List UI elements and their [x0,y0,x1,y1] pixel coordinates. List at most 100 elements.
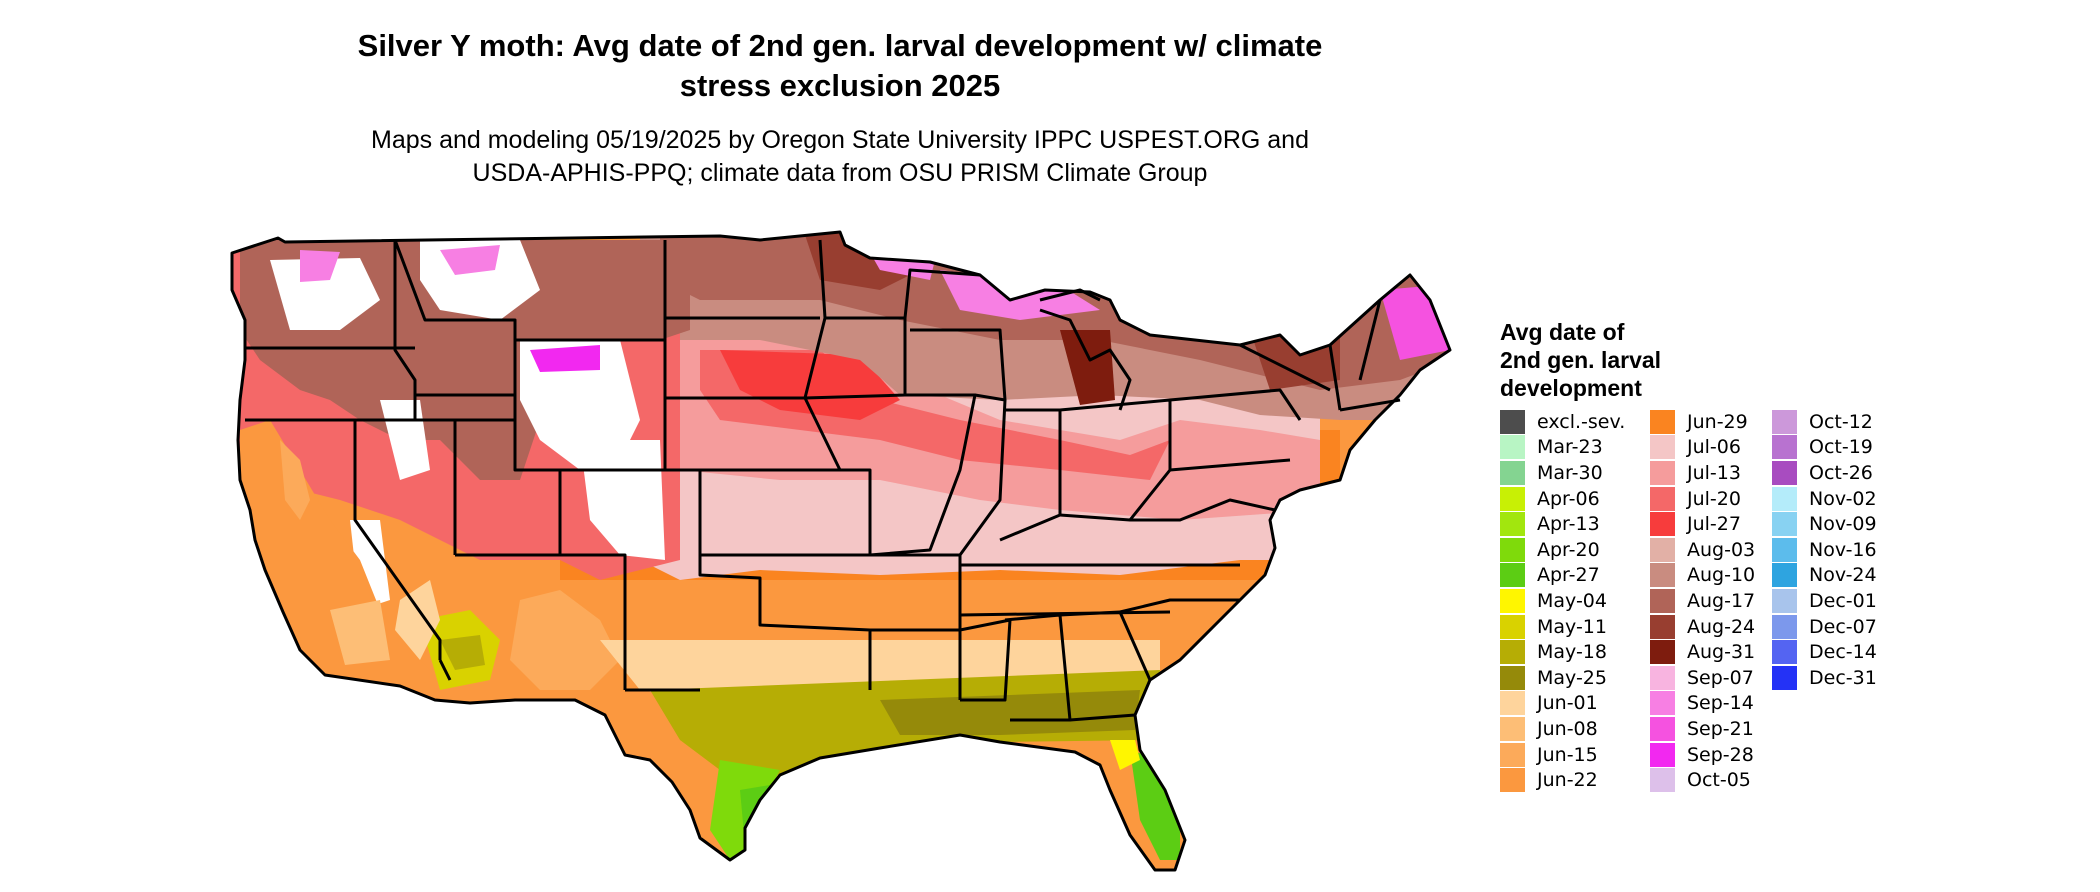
map-subtitle-line-2: USDA-APHIS-PPQ; climate data from OSU PR… [472,159,1208,187]
border-ut [415,418,562,555]
region-az-may-18 [440,635,485,670]
conus-map [230,230,1452,872]
region-pink-cascades [300,250,340,282]
legend-label: Nov-24 [1809,564,1877,587]
legend-label: Jun-08 [1537,717,1598,740]
legend-item: May-04 [1500,588,1650,614]
region-pink-wyoming [530,345,600,372]
legend-item: Nov-09 [1772,511,1932,537]
legend-label: May-25 [1537,666,1607,689]
legend-label: Aug-03 [1687,538,1756,561]
region-excluded-washington [270,258,380,330]
legend-item: Jul-06 [1650,435,1772,461]
border-pa [1169,388,1302,421]
legend-item: Dec-01 [1772,588,1932,614]
legend-swatch [1500,614,1525,639]
legend-item: Jul-27 [1650,511,1772,537]
legend-label: May-04 [1537,589,1607,612]
border-mi [1039,308,1132,411]
border-az-ca [438,659,452,681]
legend-label: Aug-10 [1687,564,1756,587]
legend-swatch [1650,486,1675,511]
legend-label: Sep-21 [1687,717,1754,740]
legend-label: Aug-17 [1687,589,1756,612]
border-ok-tx [698,555,872,690]
legend-title-line-1: Avg date of [1500,319,1625,345]
legend-item: Dec-14 [1772,639,1932,665]
map-title-line-2: stress exclusion 2025 [679,68,1001,103]
legend-label: Jun-15 [1537,743,1598,766]
development-date-raster [232,232,1450,870]
legend-item: Sep-21 [1650,716,1772,742]
legend-item: Jun-22 [1500,767,1650,793]
border-ga-fl [1069,713,1136,722]
legend-label: May-18 [1537,641,1607,664]
legend-label: excl.-sev. [1537,410,1626,433]
border-wi [910,328,1007,401]
border-ma [1339,398,1401,412]
border-vt-nh [1328,344,1342,411]
legend-item: Oct-26 [1772,460,1932,486]
legend-label: Jul-27 [1687,513,1741,536]
legend-column-2: Jun-29 Jul-06 Jul-13 Jul-20 Jul-27 Aug-03 Aug-… [1650,409,1772,793]
legend-title-line-2: 2nd gen. larval [1500,347,1662,373]
legend-swatch [1500,512,1525,537]
border-ia-mo [869,393,977,557]
border-nc-sc [1119,598,1240,614]
legend-swatch [1772,512,1797,537]
legend-item: Aug-24 [1650,614,1772,640]
region-florida-may-04 [1110,740,1140,770]
legend-item: Nov-02 [1772,486,1932,512]
legend-item: Aug-10 [1650,563,1772,589]
legend-item: Aug-31 [1650,639,1772,665]
border-ny [1239,343,1331,392]
border-ms [959,618,1012,702]
legend-swatch [1500,742,1525,767]
legend-label: Sep-14 [1687,692,1754,715]
legend-swatch [1772,665,1797,690]
legend-swatch [1500,588,1525,613]
legend-swatch [1500,716,1525,741]
region-aug-31-michigan [1060,330,1115,405]
border-wi-west [903,268,981,319]
border-wv-va [1130,498,1276,522]
region-central-valley [280,440,310,520]
legend-item: Jun-08 [1500,716,1650,742]
legend-label: Dec-07 [1809,615,1877,638]
map-title-line-1: Silver Y moth: Avg date of 2nd gen. larv… [357,28,1323,63]
legend-item: Jun-15 [1500,742,1650,768]
border-ne-mo [803,397,872,555]
legend-item: Oct-12 [1772,409,1932,435]
region-socal-jun-08 [330,600,390,665]
legend-label: Oct-05 [1687,769,1751,792]
legend-item: Apr-13 [1500,511,1650,537]
border-tn-south [959,610,1171,617]
border-nh-me [1358,299,1382,381]
legend-swatch [1772,640,1797,665]
legend-swatch [1500,563,1525,588]
legend-item: Mar-30 [1500,460,1650,486]
legend-item: excl.-sev. [1500,409,1650,435]
border-pa-md [1169,458,1291,472]
legend-item: Mar-23 [1500,435,1650,461]
legend-item: Oct-19 [1772,435,1932,461]
legend-swatch [1772,409,1797,434]
legend-swatch [1650,768,1675,793]
legend-title-line-3: development [1500,375,1642,401]
legend-label: Nov-16 [1809,538,1877,561]
legend-label: Aug-31 [1687,641,1756,664]
legend-swatch [1500,486,1525,511]
legend-label: Oct-12 [1809,410,1873,433]
legend-label: Oct-26 [1809,461,1873,484]
legend-label: Apr-06 [1537,487,1600,510]
legend-swatch [1772,435,1797,460]
state-boundaries [230,230,1452,872]
border-in [999,408,1062,542]
region-az-jun-15 [510,590,620,690]
border-id-west [393,240,417,420]
us-outline [230,230,1452,872]
legend-item: Jun-01 [1500,691,1650,717]
legend-item: Jul-20 [1650,486,1772,512]
legend-swatch [1650,691,1675,716]
legend-swatch [1650,435,1675,460]
